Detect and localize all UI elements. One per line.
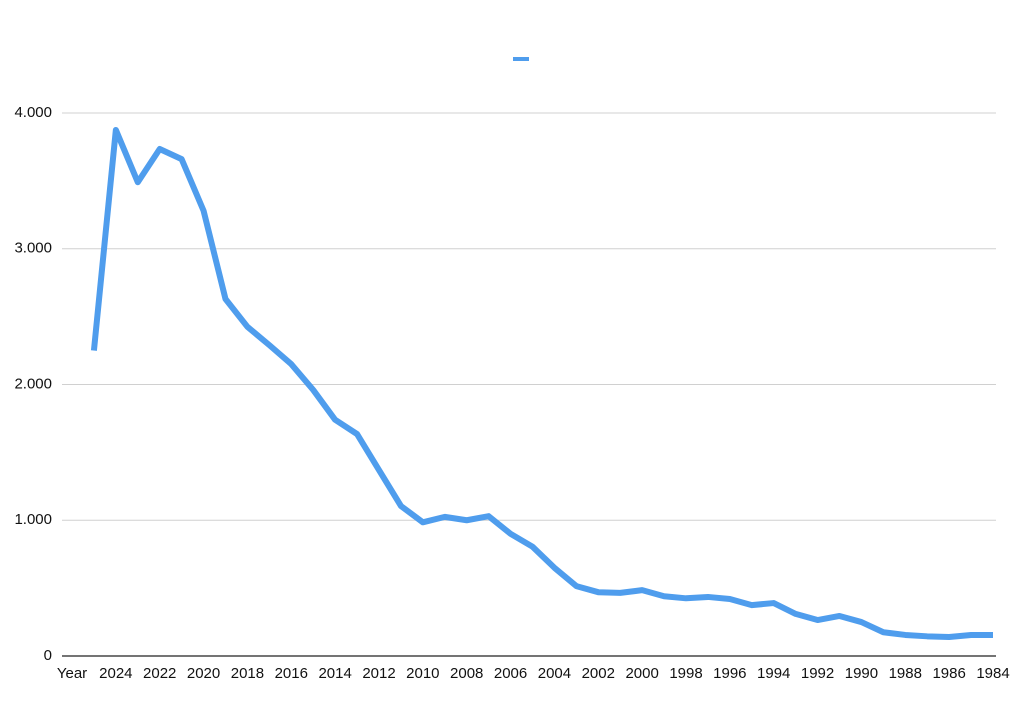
x-tick-label: 1998	[669, 665, 702, 682]
x-tick-label: 2004	[538, 665, 571, 682]
y-tick-label: 2.000	[14, 375, 52, 392]
x-tick-label: 1984	[976, 665, 1009, 682]
x-tick-label: 2024	[99, 665, 132, 682]
x-tick-label: 1990	[845, 665, 878, 682]
x-tick-label: 1996	[713, 665, 746, 682]
x-tick-label: 2002	[582, 665, 615, 682]
x-tick-label: 1988	[889, 665, 922, 682]
data-line	[90, 126, 993, 640]
x-tick-label: 2006	[494, 665, 527, 682]
x-tick-label: 1992	[801, 665, 834, 682]
x-tick-label: 2016	[275, 665, 308, 682]
y-tick-label: 0	[44, 647, 52, 664]
x-tick-label: 1994	[757, 665, 790, 682]
x-tick-label: 2008	[450, 665, 483, 682]
y-tick-label: 1.000	[14, 511, 52, 528]
x-tick-label: 1986	[932, 665, 965, 682]
x-tick-label: 2018	[231, 665, 264, 682]
x-tick-label: 2014	[318, 665, 351, 682]
x-tick-label: 2010	[406, 665, 439, 682]
y-tick-label: 4.000	[14, 104, 52, 121]
y-tick-label: 3.000	[14, 240, 52, 257]
x-tick-label: 2022	[143, 665, 176, 682]
x-tick-label: Year	[57, 665, 87, 682]
x-tick-label: 2012	[362, 665, 395, 682]
x-tick-label: 2020	[187, 665, 220, 682]
x-tick-label: 2000	[625, 665, 658, 682]
